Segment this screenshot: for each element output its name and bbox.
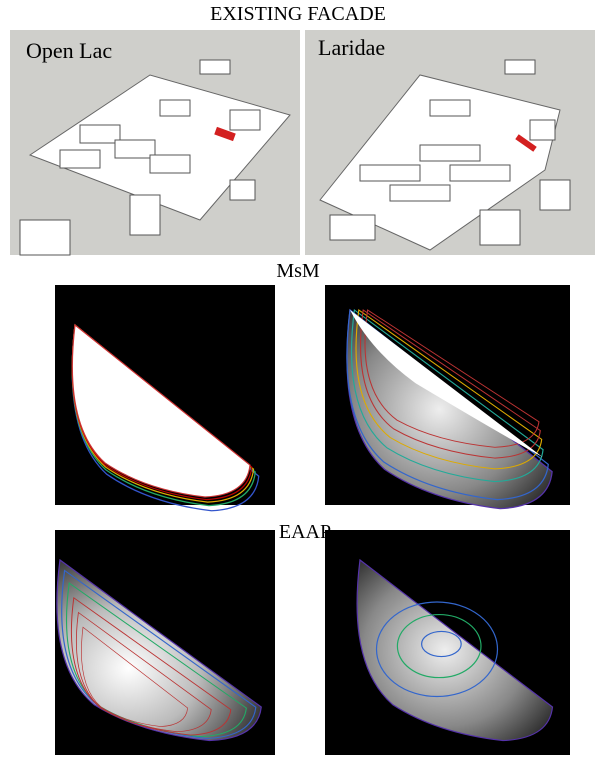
panel-label: Open Lac [26, 38, 112, 63]
model-panel: Laridae [305, 30, 595, 255]
figure-canvas: EXISTING FACADE Open Lac Laridae MsM [0, 0, 596, 758]
figure-title: EXISTING FACADE [210, 3, 386, 25]
map-panel [55, 285, 275, 511]
panel-label: Laridae [318, 35, 385, 60]
map-panel [325, 530, 570, 755]
map-panel [55, 530, 275, 755]
map-panel [325, 285, 570, 509]
figure: EXISTING FACADE Open Lac Laridae MsM [0, 0, 596, 758]
section-title: MsM [276, 260, 320, 282]
section-title: EAAP [279, 521, 331, 543]
model-panel: Open Lac [10, 30, 300, 255]
